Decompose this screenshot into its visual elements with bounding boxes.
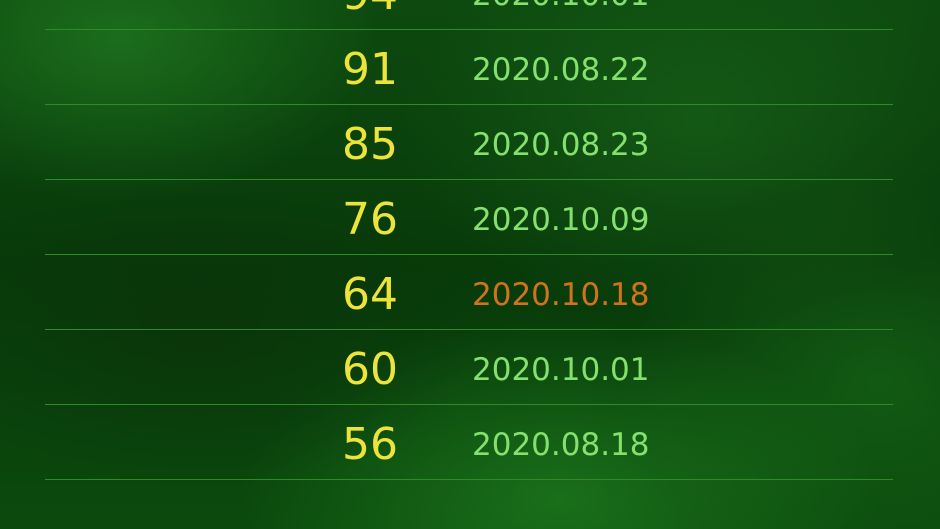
- row-separator: [45, 479, 893, 480]
- score: 76: [342, 194, 398, 245]
- date: 2020.10.01: [472, 0, 650, 15]
- date: 2020.10.18: [472, 277, 650, 313]
- date: 2020.08.23: [472, 127, 650, 163]
- row-separator: [45, 404, 893, 405]
- date: 2020.10.09: [472, 202, 650, 238]
- date: 2020.08.22: [472, 52, 650, 88]
- row-separator: [45, 254, 893, 255]
- score: 60: [342, 344, 398, 395]
- date: 2020.08.18: [472, 427, 650, 463]
- score: 94: [310, 0, 430, 20]
- row-separator: [45, 179, 893, 180]
- score: 85: [342, 119, 398, 170]
- score: 56: [342, 419, 398, 470]
- row-separator: [45, 104, 893, 105]
- date: 2020.10.01: [472, 352, 650, 388]
- row-separator: [45, 29, 893, 30]
- row-separator: [45, 329, 893, 330]
- score: 91: [342, 44, 398, 95]
- score: 64: [342, 269, 398, 320]
